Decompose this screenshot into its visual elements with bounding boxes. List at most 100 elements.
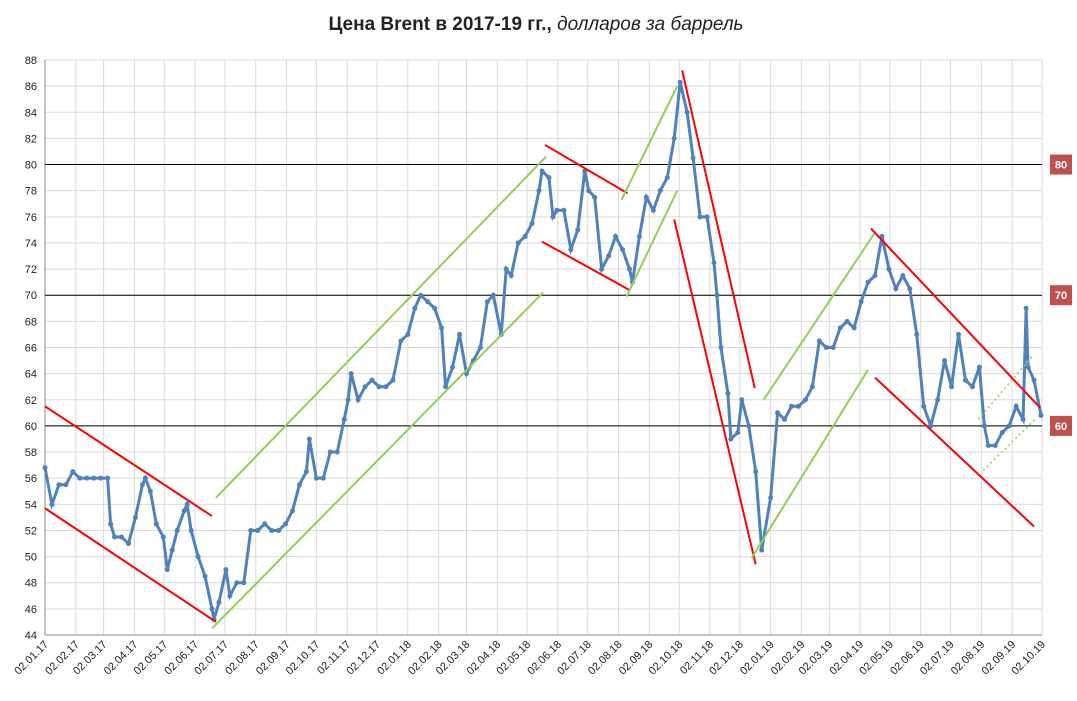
data-point <box>636 233 642 239</box>
data-point <box>77 475 83 481</box>
data-point <box>830 345 836 350</box>
data-point <box>164 567 170 573</box>
data-point <box>84 475 90 481</box>
data-point <box>425 299 431 305</box>
reference-label: 60 <box>1055 421 1067 433</box>
reference-label: 80 <box>1055 160 1067 172</box>
data-point <box>981 423 987 429</box>
data-point <box>893 286 899 292</box>
data-point <box>432 305 438 311</box>
data-point <box>626 266 632 272</box>
data-point <box>290 508 296 514</box>
data-point <box>837 325 843 331</box>
data-point <box>554 207 560 213</box>
data-point <box>714 292 720 298</box>
data-point <box>718 345 724 350</box>
data-point <box>306 436 312 442</box>
data-point <box>490 292 496 298</box>
data-point <box>711 260 717 266</box>
data-point <box>195 554 201 560</box>
data-point <box>999 429 1005 435</box>
data-point <box>255 527 261 533</box>
data-point <box>1031 377 1037 383</box>
data-point <box>942 358 948 364</box>
y-tick-label: 44 <box>25 630 37 642</box>
data-point <box>969 384 975 390</box>
data-point <box>865 279 871 285</box>
data-point <box>907 286 913 292</box>
data-point <box>690 155 696 161</box>
y-tick-label: 70 <box>25 290 37 302</box>
y-tick-label: 60 <box>25 421 37 433</box>
data-point <box>303 469 309 475</box>
y-tick-label: 78 <box>25 186 37 198</box>
trend-line <box>982 418 1036 471</box>
data-point <box>147 488 153 494</box>
data-point <box>139 482 145 488</box>
data-point <box>985 443 991 449</box>
data-point <box>153 521 159 527</box>
data-point <box>227 593 233 599</box>
y-tick-label: 58 <box>25 447 37 459</box>
y-tick-label: 48 <box>25 578 37 590</box>
data-point <box>160 534 166 540</box>
data-point <box>671 135 677 141</box>
reference-label-box <box>1050 285 1072 306</box>
data-point <box>921 403 927 409</box>
data-point <box>398 338 404 344</box>
data-point <box>976 364 982 370</box>
data-point <box>962 377 968 383</box>
data-point <box>450 364 456 370</box>
data-point <box>949 384 955 390</box>
data-point <box>112 534 118 540</box>
data-point <box>697 214 703 220</box>
data-point <box>809 384 815 390</box>
trend-line <box>211 291 544 630</box>
subtitle: долларов за баррель <box>557 14 743 35</box>
data-point <box>202 573 208 579</box>
reference-label-box <box>1050 154 1072 175</box>
data-point <box>782 416 788 422</box>
data-point <box>248 527 254 533</box>
y-tick-label: 46 <box>25 604 37 616</box>
data-point <box>296 482 302 488</box>
reference-label: 70 <box>1055 290 1067 302</box>
data-point <box>503 266 509 272</box>
y-tick-label: 50 <box>25 552 37 564</box>
data-point <box>900 273 906 279</box>
trend-line <box>681 70 756 389</box>
data-point <box>759 547 765 553</box>
data-point <box>657 188 663 194</box>
data-point <box>599 266 605 272</box>
data-point <box>886 266 892 272</box>
data-point <box>383 384 389 390</box>
data-point <box>768 495 774 501</box>
y-tick-label: 84 <box>25 107 37 119</box>
data-point <box>355 397 361 403</box>
y-tick-label: 88 <box>25 55 37 67</box>
y-tick-label: 68 <box>25 316 37 328</box>
data-point <box>313 475 319 481</box>
data-point <box>181 508 187 514</box>
data-point <box>457 331 463 337</box>
data-point <box>851 325 857 331</box>
data-point <box>276 527 282 533</box>
data-point <box>508 273 514 279</box>
data-point <box>484 299 490 305</box>
title: Цена Brent в 2017-19 гг., <box>328 14 551 35</box>
y-tick-label: 56 <box>25 473 37 485</box>
data-point <box>390 377 396 383</box>
data-point <box>1038 412 1044 418</box>
data-point <box>49 501 55 507</box>
data-point <box>1013 403 1019 409</box>
data-point <box>334 449 340 455</box>
data-point <box>858 299 864 305</box>
data-point <box>643 194 649 200</box>
data-point <box>704 214 710 220</box>
data-point <box>132 514 138 520</box>
data-point <box>412 305 418 311</box>
data-point <box>561 207 567 213</box>
trend-line <box>673 219 757 565</box>
series-line <box>43 81 1043 620</box>
